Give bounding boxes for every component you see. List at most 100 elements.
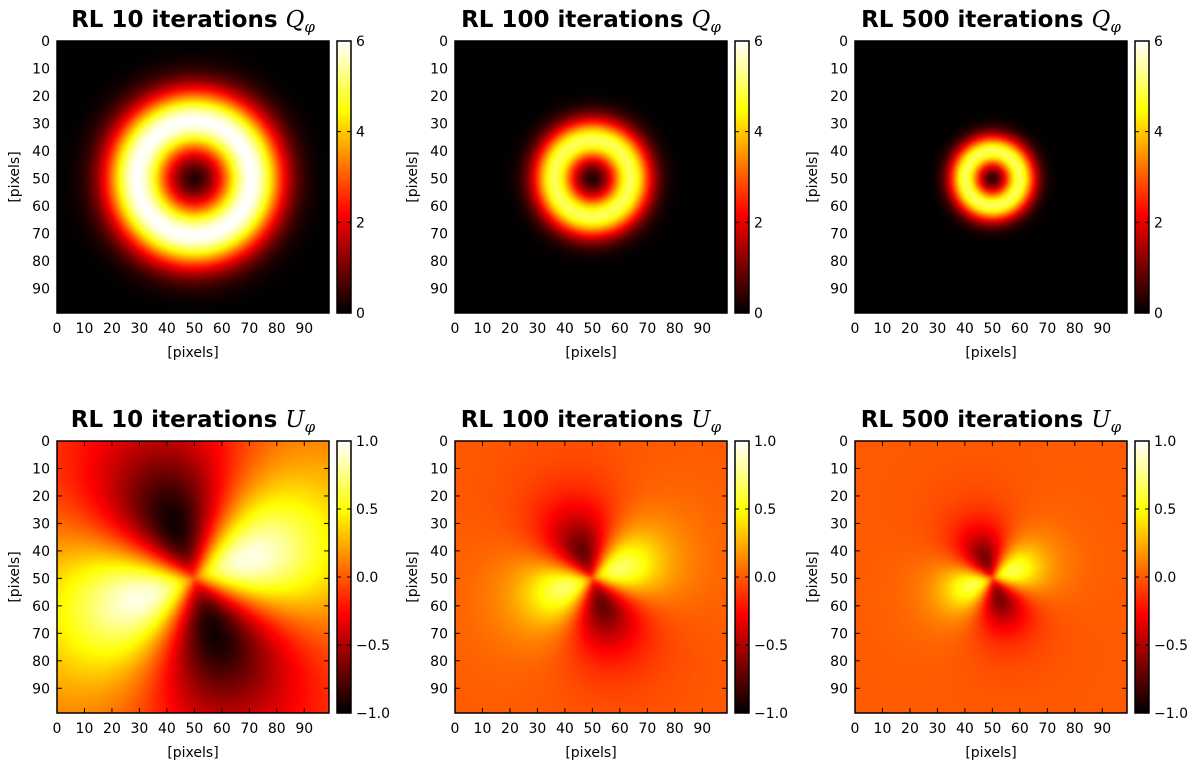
x-tick-label: 20	[901, 321, 919, 337]
colorbar-tick-label: 0	[1154, 306, 1163, 322]
x-tick-label: 90	[295, 721, 313, 737]
y-tick-label: 80	[830, 254, 848, 270]
x-tick-label: 10	[76, 321, 94, 337]
y-tick-label: 10	[830, 61, 848, 77]
colorbar-frame	[336, 40, 352, 314]
y-tick-label: 50	[430, 571, 448, 587]
panel-6: RL 500 iterations Uφ 0 10 20 30 40 50 60 70 80 90 0…	[805, 407, 1188, 761]
x-tick-label: 80	[268, 321, 286, 337]
y-tick-label: 70	[830, 626, 848, 642]
colorbar-tick-label: 0.5	[754, 502, 776, 518]
y-tick-label: 20	[430, 489, 448, 505]
y-tick-label: 10	[830, 461, 848, 477]
x-tick-label: 0	[451, 721, 460, 737]
y-tick-label: 40	[32, 144, 50, 160]
panel-title: RL 100 iterations Qφ	[461, 7, 721, 36]
colorbar-tick-label: 4	[754, 125, 763, 141]
y-axis-label: [pixels]	[805, 151, 821, 202]
colorbar-tick-label: −1.0	[1154, 706, 1188, 722]
x-tick-label: 50	[583, 321, 601, 337]
x-tick-label: 0	[53, 721, 62, 737]
y-tick-label: 70	[830, 226, 848, 242]
x-tick-label: 50	[185, 721, 203, 737]
y-tick-label: 60	[430, 599, 448, 615]
y-tick-label: 30	[32, 516, 50, 532]
y-tick-label: 10	[32, 461, 50, 477]
y-tick-label: 10	[32, 61, 50, 77]
x-tick-label: 40	[556, 721, 574, 737]
panel-2: RL 100 iterations Qφ0 10 20 30 40 50 60 70 80 900…	[405, 7, 763, 361]
heatmap-image	[57, 441, 329, 713]
y-tick-label: 0	[41, 434, 50, 450]
y-tick-label: 20	[32, 489, 50, 505]
colorbar-tick-label: 6	[1154, 34, 1163, 50]
x-tick-label: 60	[213, 321, 231, 337]
colorbar-tick-label: 6	[356, 34, 365, 50]
x-tick-label: 70	[1038, 321, 1056, 337]
heatmap-image	[455, 441, 727, 713]
x-tick-label: 80	[666, 321, 684, 337]
x-tick-label: 80	[666, 721, 684, 737]
y-tick-label: 90	[32, 281, 50, 297]
heatmap-image	[855, 441, 1127, 713]
y-tick-label: 80	[32, 654, 50, 670]
y-tick-label: 70	[430, 226, 448, 242]
y-tick-label: 90	[430, 681, 448, 697]
x-tick-label: 20	[501, 321, 519, 337]
x-tick-label: 60	[611, 321, 629, 337]
y-tick-label: 70	[430, 626, 448, 642]
x-tick-label: 40	[158, 321, 176, 337]
x-tick-label: 50	[983, 721, 1001, 737]
y-tick-label: 80	[830, 654, 848, 670]
colorbar-tick-label: 0	[356, 306, 365, 322]
colorbar-tick-label: 0.5	[356, 502, 378, 518]
colorbar-tick-label: 1.0	[1154, 434, 1176, 450]
heatmap-image	[855, 41, 1127, 313]
y-tick-label: 90	[830, 281, 848, 297]
y-tick-label: 80	[32, 254, 50, 270]
colorbar-tick-label: 1.0	[356, 434, 378, 450]
x-tick-label: 20	[901, 721, 919, 737]
y-tick-label: 90	[32, 681, 50, 697]
colorbar-tick-label: 0	[754, 306, 763, 322]
x-tick-label: 10	[874, 321, 892, 337]
x-tick-label: 90	[295, 321, 313, 337]
y-tick-label: 30	[430, 516, 448, 532]
x-tick-label: 50	[185, 321, 203, 337]
y-tick-label: 60	[830, 199, 848, 215]
y-tick-label: 50	[32, 571, 50, 587]
x-tick-label: 10	[474, 321, 492, 337]
x-tick-label: 70	[1038, 721, 1056, 737]
panel-4: RL 10 iterations Uφ0 10 20 30 40 50 60 70 80 9001…	[7, 407, 390, 761]
x-tick-label: 30	[131, 321, 149, 337]
x-tick-label: 80	[1066, 721, 1084, 737]
x-tick-label: 80	[268, 721, 286, 737]
y-tick-label: 0	[839, 434, 848, 450]
x-tick-label: 40	[556, 321, 574, 337]
y-tick-label: 20	[830, 489, 848, 505]
colorbar-tick-label: 2	[754, 215, 763, 231]
x-tick-label: 20	[103, 721, 121, 737]
colorbar-tick-label: −0.5	[754, 638, 788, 654]
colorbar-frame	[734, 40, 750, 314]
panel-title: RL 100 iterations Uφ	[461, 407, 722, 436]
x-tick-label: 0	[851, 721, 860, 737]
y-tick-label: 50	[830, 171, 848, 187]
x-tick-label: 20	[501, 721, 519, 737]
y-tick-label: 20	[430, 89, 448, 105]
x-axis-label: [pixels]	[965, 345, 1016, 361]
y-tick-label: 20	[830, 89, 848, 105]
colorbar-tick-label: 0.5	[1154, 502, 1176, 518]
y-tick-label: 60	[430, 199, 448, 215]
colorbar	[735, 41, 749, 313]
x-tick-label: 70	[638, 721, 656, 737]
x-tick-label: 10	[474, 721, 492, 737]
y-tick-label: 50	[430, 171, 448, 187]
x-axis-label: [pixels]	[167, 745, 218, 761]
axes-frame	[454, 440, 728, 714]
panel-3: RL 500 iterations Qφ0 10 20 30 40 50 60 70 80 900…	[805, 7, 1163, 361]
x-tick-label: 30	[529, 321, 547, 337]
y-tick-label: 40	[830, 144, 848, 160]
x-tick-label: 20	[103, 321, 121, 337]
